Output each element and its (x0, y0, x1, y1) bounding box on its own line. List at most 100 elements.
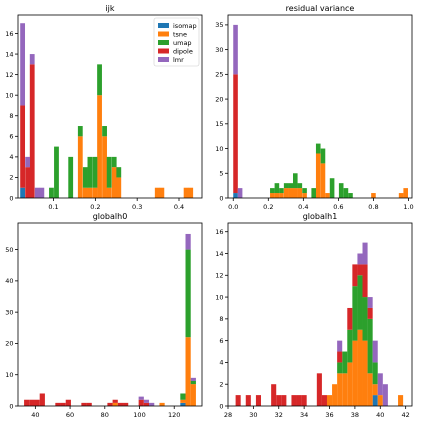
y-tick-label: 6 (9, 133, 13, 141)
x-tick-label: 40 (31, 411, 39, 419)
x-tick-label: 100 (133, 411, 145, 419)
bar-tsne (342, 373, 348, 406)
chart-panel-3: 40 60 80 100 120 0 10 20 30 40 50 globalh0 (5, 212, 203, 419)
bar-dipole (281, 395, 287, 406)
legend-swatch-dipole (158, 48, 169, 54)
bar-umap (49, 187, 54, 198)
bar-tsne (188, 187, 194, 198)
bar-dipole (138, 399, 144, 406)
bar-dipole (362, 264, 368, 298)
bar-tsne (332, 384, 338, 406)
x-tick-label: 38 (351, 411, 359, 419)
y-tick-label: 4 (9, 153, 13, 161)
bar-lmr (233, 24, 238, 75)
bar-tsne (302, 193, 307, 198)
bar-dipole (255, 395, 261, 406)
bar-umap (87, 156, 93, 188)
x-tick-label: 80 (101, 411, 109, 419)
y-tick-label: 0 (219, 402, 223, 410)
axes-frame (17, 222, 203, 407)
bar-tsne (102, 136, 107, 198)
y-tick-label: 0 (9, 402, 13, 410)
y-tick-label: 8 (9, 112, 13, 120)
bar-dipole (29, 64, 35, 198)
bar-dipole (112, 399, 118, 403)
bar-dipole (107, 402, 113, 406)
bar-lmr (143, 399, 150, 403)
bar-dipole (296, 395, 302, 406)
axes-frame (227, 222, 413, 407)
bar-dipole (81, 402, 87, 406)
bar-lmr (20, 23, 26, 106)
bar-tsne (159, 187, 165, 198)
x-tick-label: 42 (402, 411, 410, 419)
legend-label-lmr: lmr (173, 56, 184, 64)
bar-tsne (325, 193, 330, 198)
y-tick-label: 0 (9, 194, 13, 202)
y-tick-label: 4 (219, 359, 223, 367)
y-tick-label: 12 (215, 272, 223, 280)
bar-lmr (25, 156, 31, 168)
x-tick-label: 0.1 (48, 203, 58, 211)
bar-dipole (276, 395, 282, 406)
x-tick-label: 0.6 (333, 203, 343, 211)
bar-umap (185, 249, 191, 338)
bar-lmr (382, 384, 388, 406)
bar-dipole (347, 307, 353, 330)
y-tick-label: 8 (219, 315, 223, 323)
x-tick-label: 0.4 (298, 203, 308, 211)
y-tick-label: 30 (5, 308, 13, 316)
bar-umap (337, 362, 343, 374)
axes-frame (17, 14, 203, 199)
bar-dipole (123, 402, 129, 406)
chart-title: globalh0 (93, 212, 128, 221)
bar-dipole (34, 399, 40, 406)
bar-dipole (39, 393, 45, 406)
bar-tsne (92, 187, 98, 198)
bar-lmr (190, 377, 196, 381)
bar-umap (342, 351, 348, 374)
bar-umap (270, 188, 275, 194)
bar-umap (102, 126, 107, 137)
x-tick-label: 0.4 (174, 203, 184, 211)
bar-tsne (159, 402, 165, 406)
y-tick-label: 14 (5, 50, 13, 58)
bar-umap (343, 188, 349, 198)
bar-dipole (25, 167, 31, 198)
bar-umap (367, 318, 373, 374)
bar-tsne (377, 395, 383, 406)
bar-dipole (60, 402, 66, 406)
bar-umap (320, 148, 326, 164)
y-tick-label: 30 (215, 46, 223, 54)
bar-tsne (180, 399, 186, 403)
bar-lmr (337, 340, 343, 352)
y-tick-label: 50 (5, 246, 13, 254)
legend-label-dipole: dipole (173, 47, 193, 55)
bar-umap (274, 183, 280, 194)
bar-tsne (362, 340, 368, 406)
bar-dipole (357, 264, 363, 276)
bar-lmr (149, 402, 155, 406)
bar-tsne (97, 95, 102, 198)
bar-lmr (34, 187, 40, 198)
bar-lmr (357, 253, 363, 265)
bar-tsne (357, 329, 363, 406)
bar-umap (279, 188, 284, 194)
bar-umap (293, 173, 298, 189)
bar-umap (106, 156, 112, 188)
bar-tsne (106, 187, 112, 198)
bar-dipole (245, 395, 251, 406)
bar-umap (329, 178, 335, 198)
bar-tsne (372, 384, 378, 396)
bar-lmr (377, 373, 383, 396)
bar-tsne (111, 167, 117, 198)
y-tick-label: 25 (215, 71, 223, 79)
bar-umap (357, 275, 363, 330)
x-tick-label: 120 (168, 411, 180, 419)
bar-lmr (138, 396, 144, 400)
axes-frame (227, 14, 413, 199)
bar-umap (347, 329, 353, 363)
y-tick-label: 14 (215, 250, 223, 258)
chart-panel-1: 0.1 0.2 0.3 0.4 0 2 4 6 8 10 12 14 16 ijk isomaptsneum… (5, 4, 203, 211)
x-tick-label: 34 (300, 411, 308, 419)
